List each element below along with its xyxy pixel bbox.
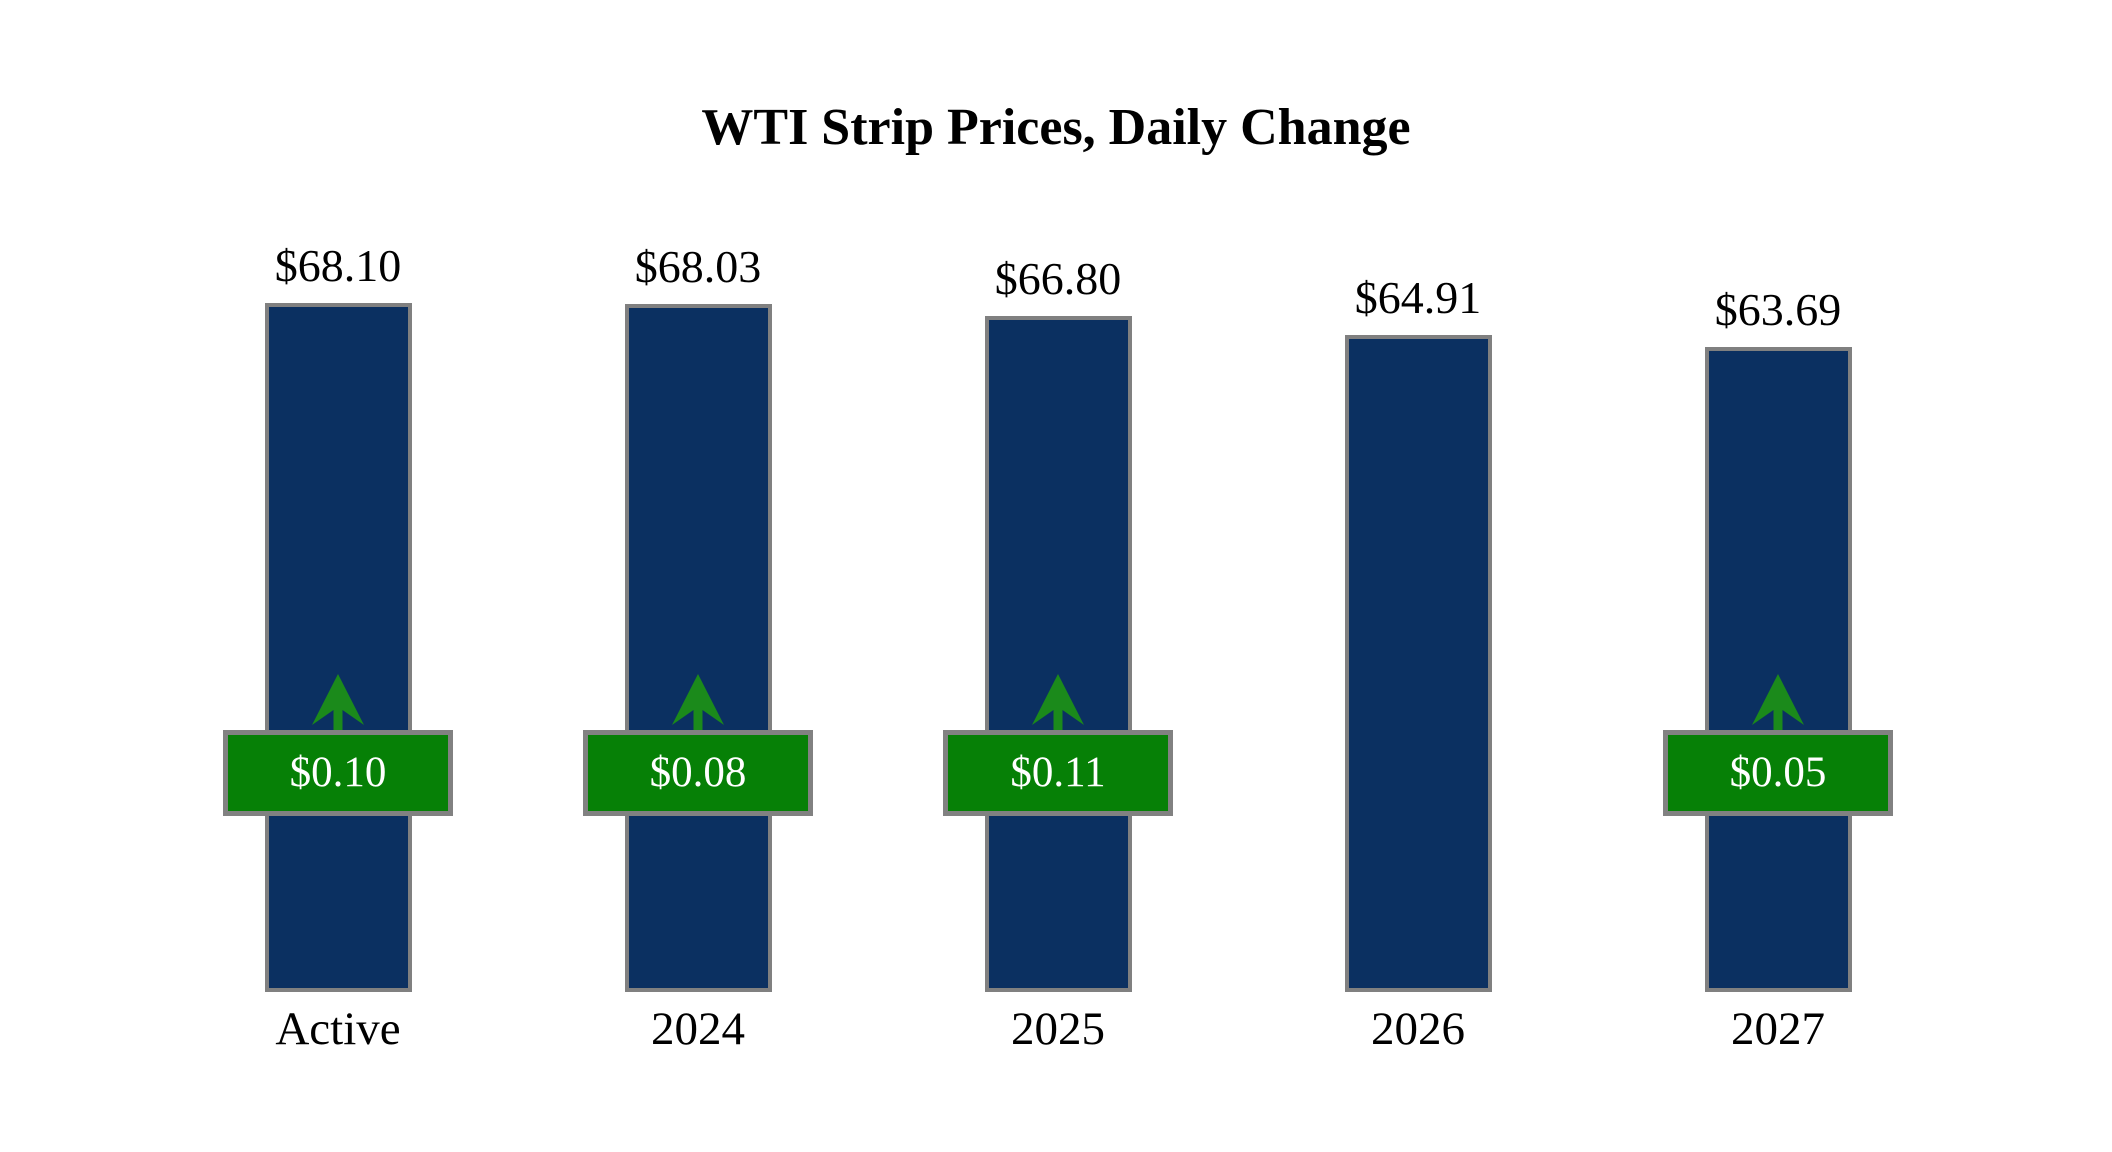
- up-arrow-icon: [312, 674, 364, 731]
- category-label: Active: [275, 1003, 401, 1055]
- change-badge: $0.08: [583, 730, 813, 816]
- bar-value-label: $68.03: [634, 241, 762, 292]
- category-label: 2025: [1011, 1003, 1105, 1055]
- bar: [624, 304, 772, 992]
- bar-value-label: $64.91: [1354, 272, 1482, 323]
- bar: [984, 316, 1132, 992]
- bar: [1704, 347, 1852, 992]
- category-label: 2026: [1371, 1003, 1465, 1055]
- up-arrow-icon: [1032, 674, 1084, 731]
- chart-title: WTI Strip Prices, Daily Change: [701, 99, 1411, 156]
- up-arrow-icon: [1752, 674, 1804, 731]
- bar: [264, 303, 412, 992]
- change-badge: $0.05: [1663, 730, 1893, 816]
- change-badge: $0.10: [223, 730, 453, 816]
- bar-value-label: $63.69: [1714, 284, 1842, 335]
- bar-value-label: $68.10: [274, 240, 402, 291]
- category-label: 2027: [1731, 1003, 1825, 1055]
- bar: [1344, 335, 1492, 992]
- change-badge: $0.11: [943, 730, 1173, 816]
- bar-value-label: $66.80: [994, 253, 1122, 304]
- category-label: 2024: [651, 1003, 745, 1055]
- up-arrow-icon: [672, 674, 724, 731]
